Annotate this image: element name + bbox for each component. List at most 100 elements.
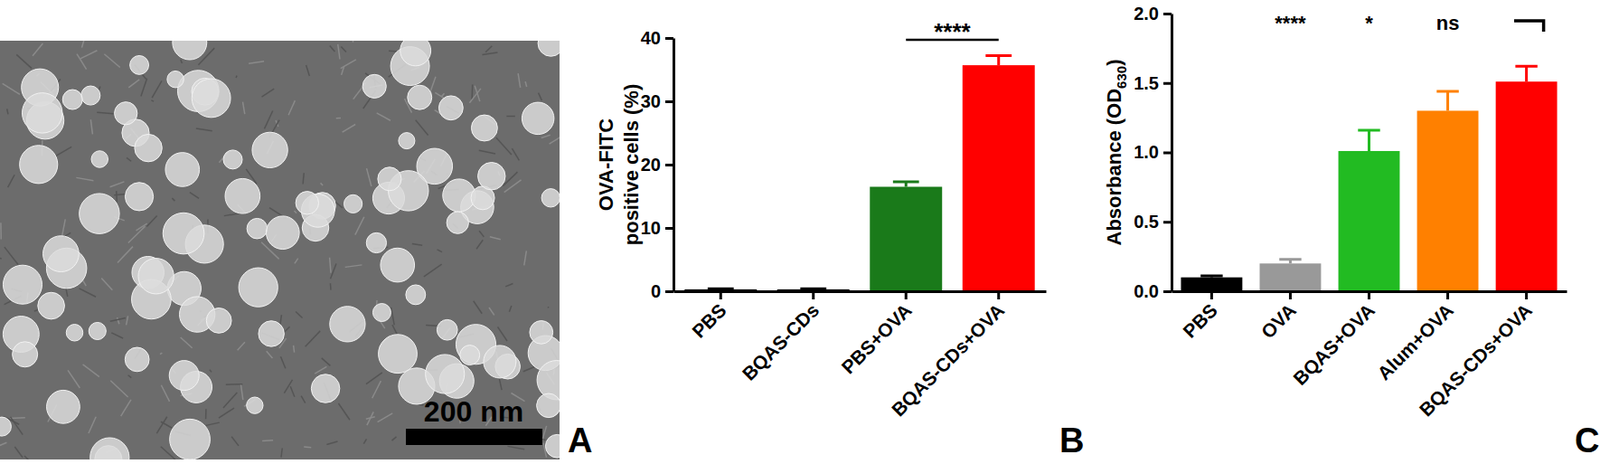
error-bar [800, 288, 827, 291]
micrograph-particle [238, 267, 278, 307]
micrograph-texture [67, 369, 80, 388]
x-tick-mark [997, 291, 1000, 300]
y-tick-mark [665, 100, 674, 104]
y-tick-label: 1.5 [1133, 73, 1159, 94]
micrograph-particle [295, 191, 319, 215]
micrograph-texture [88, 416, 96, 433]
plot-area [684, 56, 1035, 292]
y-tick-label: 1.0 [1133, 141, 1159, 162]
micrograph-texture [0, 442, 7, 448]
micrograph-particle [65, 324, 83, 341]
micrograph-texture [196, 128, 213, 132]
micrograph-texture [294, 210, 297, 214]
micrograph-texture [281, 447, 283, 457]
reference-bracket [1514, 20, 1544, 32]
micrograph-texture [336, 117, 341, 120]
micrograph-texture [209, 369, 212, 373]
micrograph-particle [225, 178, 261, 214]
bar-chart: 0.00.51.01.52.0PBSOVABQAS+OVAAlum+OVABQA… [1102, 3, 1600, 460]
micrograph-texture [171, 197, 175, 201]
micrograph-texture [101, 277, 113, 290]
y-axis-title-suffix: ) [1102, 59, 1126, 66]
y-axis: 0.00.51.01.52.0 [1133, 3, 1172, 302]
micrograph-texture [391, 436, 396, 441]
error-bar-line [1200, 275, 1223, 278]
micrograph-texture [55, 146, 73, 157]
micrograph-particle [0, 416, 11, 436]
micrograph-texture [481, 52, 498, 56]
micrograph-texture [141, 78, 148, 97]
micrograph-texture [180, 59, 183, 64]
micrograph-texture [117, 317, 120, 324]
micrograph-texture [288, 100, 295, 115]
micrograph-particle [246, 396, 264, 414]
micrograph-texture [235, 75, 237, 78]
y-axis-title: OVA-FITC [594, 118, 618, 211]
micrograph-panel: 200 nmA [0, 25, 593, 464]
micrograph-texture [295, 311, 302, 319]
micrograph-particle [425, 354, 465, 394]
significance-label: * [1364, 11, 1374, 35]
micrograph-texture [160, 421, 172, 428]
x-tick-label: BQAS-CDs+OVA [1415, 299, 1537, 421]
error-bar [1200, 275, 1223, 278]
micrograph-texture [24, 455, 36, 460]
micrograph-texture [302, 172, 304, 184]
micrograph-particle [172, 40, 208, 60]
micrograph-texture [294, 258, 299, 264]
micrograph-texture [423, 263, 443, 277]
micrograph-texture [355, 216, 365, 236]
micrograph-texture [326, 441, 338, 445]
micrograph-texture [146, 215, 157, 226]
micrograph-texture [96, 112, 113, 114]
micrograph-particle [400, 40, 432, 66]
y-tick-label: 20 [640, 154, 661, 175]
error-bar-line [1436, 91, 1459, 111]
micrograph-particle [541, 188, 560, 208]
y-tick: 0 [650, 281, 674, 302]
y-tick: 1.5 [1133, 73, 1172, 94]
bar [1259, 263, 1321, 292]
significance-label: ns [1436, 11, 1460, 35]
micrograph-texture [538, 93, 543, 101]
y-tick-mark [1163, 290, 1172, 293]
bar [1180, 277, 1243, 292]
micrograph-texture [263, 110, 273, 129]
micrograph-particle [362, 74, 386, 98]
micrograph-texture [0, 254, 2, 259]
micrograph-texture [128, 79, 140, 88]
micrograph-particle [521, 102, 555, 135]
y-tick-mark [1163, 220, 1172, 224]
micrograph-texture [180, 337, 193, 349]
micrograph-particle [310, 374, 339, 403]
micrograph-texture [367, 168, 372, 187]
x-tick-label: BQAS-CDs+OVA [887, 299, 1009, 421]
micrograph-particle [536, 393, 560, 418]
x-tick-label: PBS [687, 299, 731, 342]
micrograph-particle [62, 89, 83, 110]
micrograph-particle [124, 182, 153, 211]
x-tick-label: OVA [1257, 299, 1300, 342]
y-tick-label: 2.0 [1133, 3, 1159, 24]
y-tick-mark [1163, 12, 1172, 16]
micrograph-texture [329, 257, 331, 273]
micrograph-texture [76, 54, 87, 70]
micrograph-texture [223, 392, 237, 408]
micrograph-particle [442, 178, 476, 212]
x-tick: BQAS-CDs [737, 291, 823, 385]
micrograph-texture [8, 174, 15, 188]
micrograph-texture [511, 148, 519, 160]
micrograph-particle [377, 167, 402, 191]
micrograph-texture [150, 100, 154, 102]
y-axis-title-text: Absorbance (OD [1102, 88, 1126, 246]
micrograph-texture [115, 190, 118, 202]
y-tick-mark [665, 163, 674, 167]
micrograph-particle [436, 319, 458, 340]
bar [962, 65, 1036, 292]
error-bar [893, 181, 920, 188]
micrograph-particle [470, 114, 498, 142]
micrograph-texture [321, 357, 331, 366]
micrograph-texture [111, 332, 123, 339]
x-tick-mark [1524, 291, 1528, 300]
micrograph-texture [489, 307, 495, 315]
